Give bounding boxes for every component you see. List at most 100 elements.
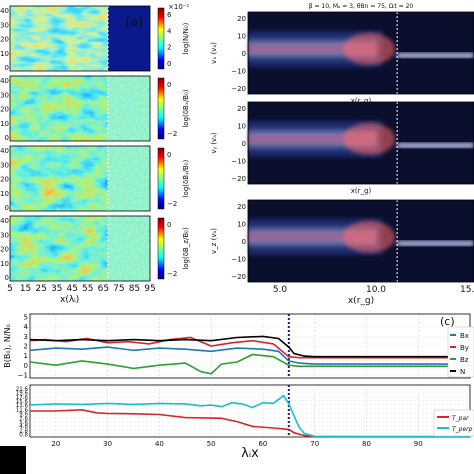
- y-tick-label: 2: [24, 343, 28, 351]
- y-tick-label: 0: [5, 274, 9, 282]
- colorbar: [157, 217, 165, 280]
- y-tick-label: 17.6: [16, 395, 29, 401]
- corner-block: [0, 446, 26, 474]
- velocity-ylabel: vᵧ (vₐ): [210, 132, 218, 154]
- colorbar-tick: 4: [167, 27, 172, 35]
- legend-label: Bx: [460, 332, 469, 340]
- velocity-panel-1: 20 10 0 −10 −20 vₓ (vₐ): [210, 11, 474, 95]
- x-tick-label: 30: [103, 440, 112, 448]
- colorbar-label: log(δBᵧ/B₀): [182, 159, 190, 197]
- colorbar: [157, 147, 165, 210]
- y-tick-label: 15.6: [16, 399, 29, 405]
- y-tick-label: 40: [0, 7, 9, 15]
- x-tick-label: 85: [129, 284, 140, 294]
- colorbar: [157, 77, 165, 140]
- y-tick-label: 10: [0, 50, 9, 58]
- panel-label-b: (b: [460, 13, 473, 28]
- map-panel-4: 40 30 20 10 0 0 −2 log(δB_z/B₀): [0, 215, 190, 282]
- x-tick-label: 10.0: [366, 285, 386, 295]
- y-tick-label: 0: [242, 238, 246, 246]
- velocity-panel-2: 20 10 0 −10 −20 vᵧ (vₐ): [210, 101, 474, 185]
- y-tick-label: −20: [231, 273, 246, 281]
- y-tick-label: 0: [5, 134, 9, 142]
- legend: T_par T_perp: [433, 409, 474, 437]
- colorbar-tick: −2: [167, 200, 177, 208]
- y-tick-label: −20: [231, 85, 246, 93]
- series-line-Bz: [29, 353, 470, 375]
- y-tick-label: 0: [5, 204, 9, 212]
- x-tick-label: 95: [144, 284, 155, 294]
- y-tick-label: 5: [24, 314, 28, 322]
- x-tick-label: 75: [113, 284, 124, 294]
- x-tick-label: 15: [20, 284, 31, 294]
- y-tick-label: 40: [0, 147, 9, 155]
- velocity-ylabel: vₓ (vₐ): [210, 42, 218, 64]
- x-tick-label: 65: [98, 284, 109, 294]
- x-tick-label: 5: [7, 284, 13, 294]
- y-tick-label: 19.6: [16, 391, 29, 397]
- y-tick-label: −10: [231, 256, 246, 264]
- panel-label-c: (c): [440, 315, 455, 328]
- colorbar-tick: −2: [167, 270, 177, 278]
- y-tick-label: 13.6: [16, 403, 29, 409]
- right-title: β = 10, Mₐ = 3, θBn = 75, Ωᵢt = 20: [309, 3, 414, 10]
- x-tick-label: 25: [35, 284, 46, 294]
- y-tick-label: 4.8: [19, 424, 28, 430]
- y-tick-label: 20: [0, 106, 9, 114]
- exponent-label: ×10⁻¹: [168, 3, 189, 11]
- y-tick-label: 20: [237, 203, 246, 211]
- series-line-Bx: [29, 346, 470, 365]
- y-tick-label: 40: [0, 77, 9, 85]
- y-tick-label: 40: [0, 217, 9, 225]
- x-tick-label: 50: [207, 440, 216, 448]
- colorbar-tick: 2: [167, 44, 171, 52]
- y-tick-label: 3: [24, 333, 28, 341]
- x-tick-label: 80: [362, 440, 371, 448]
- colorbar-tick: 0: [167, 81, 171, 89]
- x-tick-label: 60: [258, 440, 267, 448]
- y-tick-label: 0: [5, 64, 9, 72]
- y-tick-label: 10: [237, 33, 246, 41]
- colorbar-tick: 6: [167, 11, 172, 19]
- x-tick-label: 70: [310, 440, 319, 448]
- x-tick-label: 15.0: [460, 285, 474, 295]
- legend-label: Bz: [460, 356, 469, 364]
- colorbar-label: log(δBₓ/B₀): [182, 89, 190, 128]
- y-tick-label: 10: [0, 260, 9, 268]
- map-panel-3: 40 30 20 10 0 0 −2 log(δBᵧ/B₀): [0, 145, 190, 212]
- y-tick-label: 20: [237, 15, 246, 23]
- y-tick-label: 30: [0, 161, 9, 169]
- y-tick-label: 7.6: [19, 416, 28, 422]
- x-axis-label: x(r_g): [351, 187, 372, 195]
- legend: Bx By Bz N: [447, 326, 474, 378]
- y-tick-label: 21.6: [16, 387, 29, 393]
- y-tick-label: 0.8: [19, 433, 28, 439]
- y-tick-label: 10: [237, 123, 246, 131]
- panel-label-a: (a): [125, 15, 143, 30]
- y-tick-label: 0: [242, 50, 246, 58]
- y-tick-label: 0: [24, 362, 28, 370]
- y-tick-label: 10: [0, 120, 9, 128]
- y-tick-label: 10: [237, 221, 246, 229]
- colorbar-label: log(δB_z/B₀): [182, 227, 190, 270]
- x-axis-label: λᵢx: [241, 446, 259, 461]
- y-tick-label: 9.6: [19, 412, 28, 418]
- series-line-N: [29, 335, 470, 358]
- series-line-By: [29, 336, 470, 359]
- velocity-ylabel: v_z (vₐ): [210, 228, 218, 254]
- legend-label: T_par: [452, 415, 469, 422]
- y-tick-label: 20: [237, 105, 246, 113]
- x-axis-label: x(r_g): [348, 296, 374, 306]
- x-axis-label: x(r_g): [351, 97, 372, 105]
- y-tick-label: 11.6: [16, 407, 29, 413]
- colorbar-tick: 0: [167, 60, 171, 68]
- y-tick-label: 5.6: [19, 420, 28, 426]
- y-tick-label: 10: [0, 190, 9, 198]
- velocity-panel-3: 20 10 0 −10 −20 v_z (vₐ): [210, 199, 474, 283]
- legend-label: N: [460, 368, 465, 376]
- x-axis-label: x(λᵢ): [60, 295, 79, 305]
- y-tick-label: 30: [0, 91, 9, 99]
- x-tick-label: 20: [51, 440, 60, 448]
- y-tick-label: 30: [0, 231, 9, 239]
